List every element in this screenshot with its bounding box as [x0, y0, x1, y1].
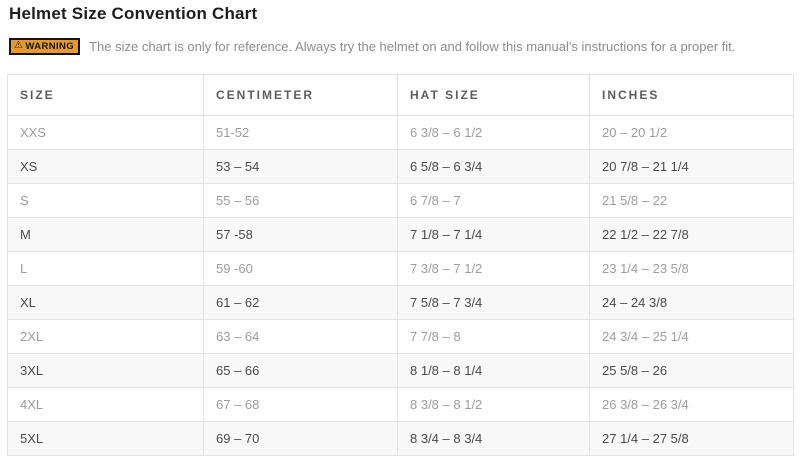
cell-size: XS [7, 149, 204, 184]
warning-triangle-icon: ⚠ [14, 40, 24, 51]
cell-inches: 23 1/4 – 23 5/8 [589, 251, 794, 286]
table-header: SIZE CENTIMETER HAT SIZE INCHES [7, 74, 794, 116]
cell-inches: 25 5/8 – 26 [589, 353, 794, 388]
page-title: Helmet Size Convention Chart [9, 4, 258, 23]
cell-size: S [7, 183, 204, 218]
cell-centimeter: 69 – 70 [203, 421, 398, 456]
column-header-centimeter: CENTIMETER [203, 74, 398, 116]
cell-inches: 20 – 20 1/2 [589, 115, 794, 150]
table-body: XXS 51-52 6 3/8 – 6 1/2 20 – 20 1/2 XS 53 – 5… [7, 115, 794, 456]
column-header-hat-size: HAT SIZE [397, 74, 590, 116]
cell-hat-size: 7 3/8 – 7 1/2 [397, 251, 590, 286]
table-row: XL 61 – 62 7 5/8 – 7 3/4 24 – 24 3/8 [7, 285, 794, 320]
cell-centimeter: 57 -58 [203, 217, 398, 252]
table-row: XS 53 – 54 6 5/8 – 6 3/4 20 7/8 – 21 1/4 [7, 149, 794, 184]
cell-size: 3XL [7, 353, 204, 388]
cell-hat-size: 6 3/8 – 6 1/2 [397, 115, 590, 150]
column-header-size: SIZE [7, 74, 204, 116]
cell-centimeter: 67 – 68 [203, 387, 398, 422]
cell-hat-size: 6 5/8 – 6 3/4 [397, 149, 590, 184]
helmet-size-table: SIZE CENTIMETER HAT SIZE INCHES XXS 51-52… [7, 74, 794, 456]
cell-inches: 27 1/4 – 27 5/8 [589, 421, 794, 456]
cell-hat-size: 8 3/4 – 8 3/4 [397, 421, 590, 456]
cell-size: M [7, 217, 204, 252]
table-row: 2XL 63 – 64 7 7/8 – 8 24 3/4 – 25 1/4 [7, 319, 794, 354]
cell-hat-size: 6 7/8 – 7 [397, 183, 590, 218]
warning-row: ⚠ WARNING The size chart is only for ref… [7, 37, 793, 55]
cell-hat-size: 8 1/8 – 8 1/4 [397, 353, 590, 388]
table-row: M 57 -58 7 1/8 – 7 1/4 22 1/2 – 22 7/8 [7, 217, 794, 252]
table-row: 3XL 65 – 66 8 1/8 – 8 1/4 25 5/8 – 26 [7, 353, 794, 388]
cell-size: XL [7, 285, 204, 320]
column-header-inches: INCHES [589, 74, 794, 116]
cell-centimeter: 65 – 66 [203, 353, 398, 388]
cell-inches: 20 7/8 – 21 1/4 [589, 149, 794, 184]
table-header-row: SIZE CENTIMETER HAT SIZE INCHES [7, 74, 794, 116]
table-row: 4XL 67 – 68 8 3/8 – 8 1/2 26 3/8 – 26 3/4 [7, 387, 794, 422]
cell-inches: 24 – 24 3/8 [589, 285, 794, 320]
cell-inches: 22 1/2 – 22 7/8 [589, 217, 794, 252]
cell-centimeter: 51-52 [203, 115, 398, 150]
cell-centimeter: 61 – 62 [203, 285, 398, 320]
warning-badge: ⚠ WARNING [9, 37, 81, 55]
cell-hat-size: 8 3/8 – 8 1/2 [397, 387, 590, 422]
cell-size: XXS [7, 115, 204, 150]
cell-inches: 24 3/4 – 25 1/4 [589, 319, 794, 354]
warning-badge-label: WARNING [25, 40, 75, 52]
cell-hat-size: 7 1/8 – 7 1/4 [397, 217, 590, 252]
table-row: XXS 51-52 6 3/8 – 6 1/2 20 – 20 1/2 [7, 115, 794, 150]
cell-hat-size: 7 5/8 – 7 3/4 [397, 285, 590, 320]
cell-size: L [7, 251, 204, 286]
table-row: L 59 -60 7 3/8 – 7 1/2 23 1/4 – 23 5/8 [7, 251, 794, 286]
cell-size: 2XL [7, 319, 204, 354]
cell-centimeter: 53 – 54 [203, 149, 398, 184]
cell-centimeter: 59 -60 [203, 251, 398, 286]
table-row: S 55 – 56 6 7/8 – 7 21 5/8 – 22 [7, 183, 794, 218]
cell-centimeter: 55 – 56 [203, 183, 398, 218]
table-row: 5XL 69 – 70 8 3/4 – 8 3/4 27 1/4 – 27 5/8 [7, 421, 794, 456]
cell-hat-size: 7 7/8 – 8 [397, 319, 590, 354]
warning-text: The size chart is only for reference. Al… [89, 38, 736, 54]
cell-inches: 21 5/8 – 22 [589, 183, 794, 218]
cell-size: 5XL [7, 421, 204, 456]
cell-inches: 26 3/8 – 26 3/4 [589, 387, 794, 422]
cell-centimeter: 63 – 64 [203, 319, 398, 354]
cell-size: 4XL [7, 387, 204, 422]
